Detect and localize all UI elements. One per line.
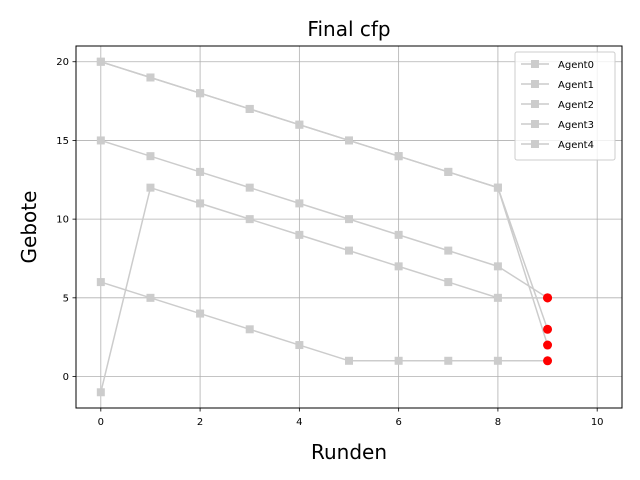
data-point-agent1-8 [493,183,502,192]
data-point-agent4-0 [96,278,105,287]
series-line-agent2 [100,139,548,299]
data-point-agent3-8 [493,293,502,302]
data-point-agent4-2 [196,309,205,318]
chart-title: Final cfp [307,17,390,41]
data-point-agent1-5 [345,136,353,145]
data-point-agent1-0 [96,57,105,66]
data-point-agent1-3 [245,104,254,113]
data-point-agent3-5 [345,246,353,255]
series-layer [96,57,549,397]
y-axis: 0 5 10 15 20 [56,57,76,383]
series-line-agent4 [100,281,548,362]
legend-marker-agent2 [531,100,539,108]
legend-marker-agent3 [531,120,539,128]
data-point-agent2-4 [295,199,304,208]
data-point-agent2-0 [96,136,105,145]
final-point-agent3 [543,293,553,303]
data-point-agent2-2 [196,167,205,176]
data-point-agent2-3 [245,183,254,192]
data-point-agent4-8 [493,356,502,365]
data-point-agent1-1 [146,73,155,82]
data-point-agent2-8 [493,262,502,271]
x-axis-title: Runden [311,440,387,464]
final-points-layer [543,293,553,366]
legend-marker-agent1 [531,80,539,88]
legend: Agent0 Agent1 Agent2 Agent3 Agent4 [514,51,616,161]
data-point-agent2-7 [444,246,453,255]
legend-marker-agent4 [531,140,539,148]
data-point-agent2-6 [394,230,403,239]
x-tick-label-4: 8 [495,417,501,428]
data-point-agent4-7 [444,356,453,365]
y-tick-label-2: 10 [56,215,69,226]
data-point-agent4-6 [394,356,403,365]
data-point-agent4-3 [245,325,254,334]
data-point-agent2-1 [146,152,155,161]
legend-label-agent2: Agent2 [558,100,594,111]
data-point-agent3-4 [295,230,304,239]
data-point-agent1-2 [196,89,205,98]
final-point-agent0 [543,324,553,334]
x-tick-label-5: 10 [591,417,604,428]
x-tick-label-3: 6 [395,417,401,428]
data-point-agent3-2 [196,199,205,208]
plot-frame [75,45,623,409]
legend-marker-agent0 [531,60,539,68]
y-tick-label-1: 5 [63,293,69,304]
y-axis-title: Gebote [17,191,41,264]
final-point-agent1 [543,340,553,350]
x-tick-label-0: 0 [98,417,104,428]
series-line-agent1 [100,61,549,346]
data-point-agent1-4 [295,120,304,129]
legend-label-agent1: Agent1 [558,80,594,91]
data-point-agent4-1 [146,293,155,302]
data-point-agent3-7 [444,278,453,287]
x-axis: 0 2 4 6 8 10 [98,408,604,428]
x-tick-label-1: 2 [197,417,203,428]
legend-label-agent4: Agent4 [558,140,594,151]
data-point-agent3-0 [96,388,105,397]
data-point-agent3-6 [394,262,403,271]
y-tick-label-3: 15 [56,136,69,147]
legend-box [514,51,616,161]
data-point-agent1-7 [444,167,453,176]
data-point-agent3-3 [245,215,254,224]
data-point-agent1-6 [394,152,403,161]
data-point-agent4-5 [345,356,353,365]
y-tick-label-0: 0 [63,372,69,383]
y-tick-label-4: 20 [56,57,69,68]
legend-label-agent0: Agent0 [558,60,594,71]
legend-label-agent3: Agent3 [558,120,594,131]
x-tick-label-2: 4 [296,417,302,428]
final-point-agent4 [543,356,553,366]
data-point-agent4-4 [295,341,304,350]
data-point-agent2-5 [345,215,353,224]
data-point-agent3-1 [146,183,155,192]
series-line-agent3 [100,186,548,393]
